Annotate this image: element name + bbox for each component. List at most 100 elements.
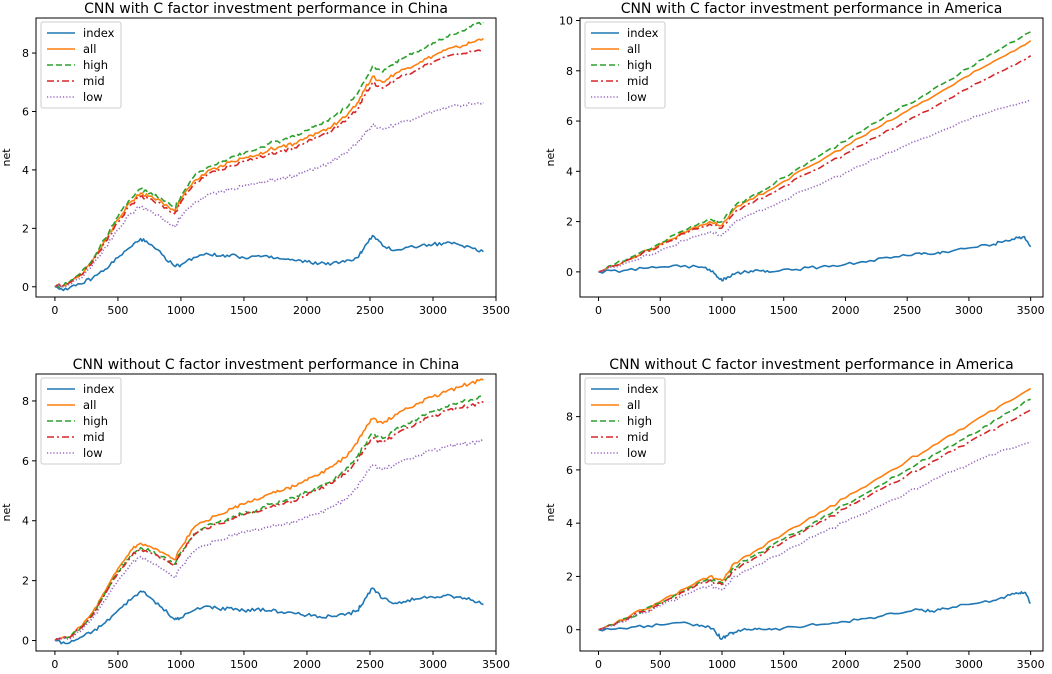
y-tick-label: 2 <box>566 216 573 229</box>
y-tick-label: 10 <box>559 15 573 28</box>
legend-label-all: all <box>627 42 640 56</box>
legend-label-index: index <box>83 26 115 40</box>
legend-label-low: low <box>627 90 647 104</box>
legend-box <box>584 21 666 109</box>
y-tick-label: 4 <box>566 517 573 530</box>
legend-box <box>40 377 122 465</box>
legend-label-all: all <box>627 398 640 412</box>
y-axis-label: net <box>0 148 13 167</box>
series-line-all <box>598 39 1032 273</box>
x-tick-label: 2000 <box>293 304 321 317</box>
y-tick-label: 4 <box>566 165 573 178</box>
series-line-index <box>598 235 1032 282</box>
x-tick-label: 1000 <box>167 658 195 671</box>
series-line-mid <box>54 400 484 642</box>
legend: index all high mid low <box>584 21 666 109</box>
legend-label-all: all <box>83 42 96 56</box>
x-tick-label: 3000 <box>419 658 447 671</box>
x-tick-label: 1000 <box>708 658 736 671</box>
legend-label-mid: mid <box>627 430 649 444</box>
x-tick-label: 3500 <box>1017 304 1045 317</box>
series-group <box>54 21 485 292</box>
series-group <box>54 378 484 645</box>
legend-box <box>584 377 666 465</box>
legend-label-high: high <box>627 414 652 428</box>
series-line-index <box>54 587 484 645</box>
plot-frame <box>35 373 497 652</box>
x-tick-label: 3000 <box>955 304 983 317</box>
series-line-all <box>598 387 1032 631</box>
x-tick-label: 500 <box>107 304 128 317</box>
y-tick-label: 8 <box>22 47 29 60</box>
x-tick-label: 2000 <box>831 658 859 671</box>
legend-label-low: low <box>83 446 103 460</box>
x-tick-label: 0 <box>51 304 58 317</box>
legend-label-mid: mid <box>83 74 105 88</box>
legend-label-index: index <box>83 382 115 396</box>
x-tick-label: 3500 <box>482 658 510 671</box>
plot-frame <box>35 17 497 298</box>
legend-label-mid: mid <box>83 430 105 444</box>
x-tick-label: 1500 <box>230 304 258 317</box>
series-line-low <box>598 441 1031 631</box>
chart-svg: CNN without C factor investment performa… <box>0 357 510 671</box>
series-line-high <box>54 395 484 642</box>
legend-label-index: index <box>627 382 659 396</box>
legend: index all high mid low <box>584 377 666 465</box>
chart-title: CNN with C factor investment performance… <box>621 1 1003 17</box>
series-line-high <box>598 31 1032 273</box>
y-tick-label: 6 <box>566 115 573 128</box>
x-tick-label: 1500 <box>230 658 258 671</box>
chart-svg: CNN with C factor investment performance… <box>544 1 1045 317</box>
chart-title: CNN without C factor investment performa… <box>609 357 1014 373</box>
series-line-mid <box>54 49 484 288</box>
legend: index all high mid low <box>40 377 122 465</box>
y-tick-label: 8 <box>22 395 29 408</box>
x-tick-label: 500 <box>650 658 671 671</box>
y-tick-label: 0 <box>566 624 573 637</box>
y-tick-label: 0 <box>22 635 29 648</box>
plot-frame <box>579 373 1044 652</box>
chart-america-with-c-factor: CNN with C factor investment performance… <box>526 0 1052 337</box>
chart-china-without-c-factor: CNN without C factor investment performa… <box>0 337 526 674</box>
series-line-mid <box>598 55 1032 273</box>
legend-label-index: index <box>627 26 659 40</box>
x-tick-label: 3000 <box>955 658 983 671</box>
x-tick-label: 3000 <box>419 304 447 317</box>
y-tick-label: 6 <box>22 105 29 118</box>
legend-label-low: low <box>627 446 647 460</box>
x-tick-label: 500 <box>650 304 671 317</box>
chart-america-without-c-factor: CNN without C factor investment performa… <box>526 337 1052 674</box>
y-tick-label: 2 <box>566 570 573 583</box>
x-tick-label: 1000 <box>708 304 736 317</box>
x-tick-label: 500 <box>107 658 128 671</box>
x-tick-label: 2000 <box>293 658 321 671</box>
series-line-low <box>54 101 484 289</box>
y-axis-label: net <box>544 148 557 167</box>
y-axis-label: net <box>544 503 557 522</box>
x-tick-label: 2500 <box>893 658 921 671</box>
y-tick-label: 6 <box>566 464 573 477</box>
chart-svg: CNN without C factor investment performa… <box>544 357 1045 671</box>
x-tick-label: 3500 <box>1017 658 1045 671</box>
series-line-all <box>54 37 484 288</box>
x-tick-label: 2500 <box>356 658 384 671</box>
legend-label-mid: mid <box>627 74 649 88</box>
x-tick-label: 1000 <box>167 304 195 317</box>
series-line-low <box>598 98 1032 273</box>
y-tick-label: 8 <box>566 65 573 78</box>
x-tick-label: 1500 <box>770 304 798 317</box>
series-line-index <box>54 234 484 292</box>
y-tick-label: 6 <box>22 455 29 468</box>
chart-china-with-c-factor: CNN with C factor investment performance… <box>0 0 526 337</box>
y-axis-label: net <box>0 503 13 522</box>
plot-frame <box>579 17 1044 298</box>
legend-label-high: high <box>627 58 652 72</box>
chart-svg: CNN with C factor investment performance… <box>0 1 510 317</box>
series-line-index <box>598 591 1031 641</box>
y-tick-label: 2 <box>22 222 29 235</box>
x-tick-label: 2500 <box>356 304 384 317</box>
chart-title: CNN without C factor investment performa… <box>73 357 460 373</box>
series-group <box>598 387 1032 641</box>
x-tick-label: 1500 <box>770 658 798 671</box>
